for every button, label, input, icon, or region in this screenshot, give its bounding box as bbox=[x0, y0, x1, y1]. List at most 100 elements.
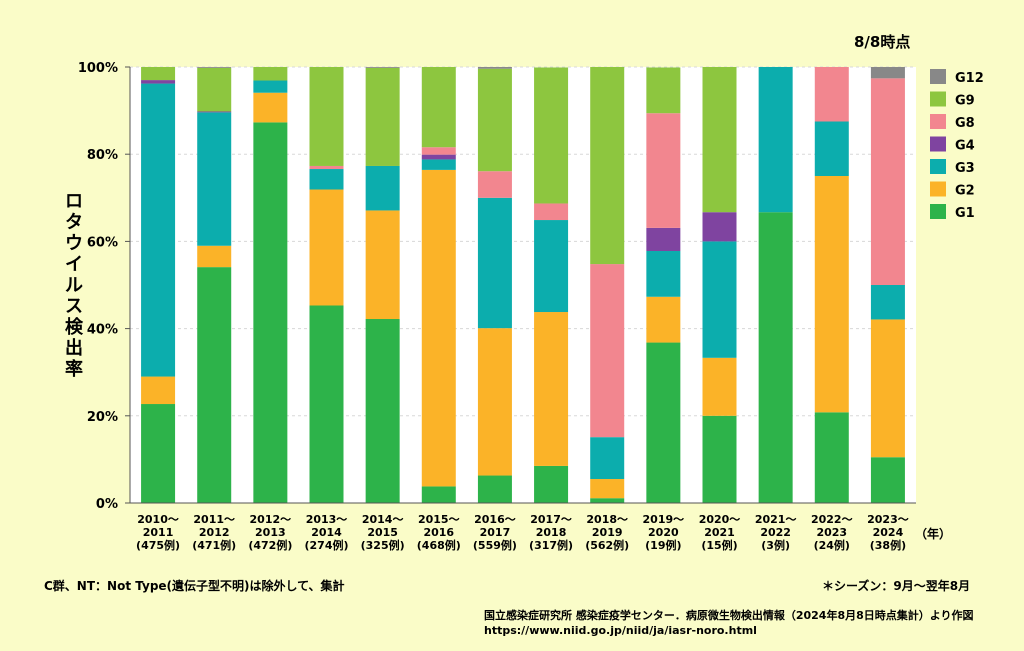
bar-segment-g8 bbox=[477, 171, 512, 198]
x-tick-label-line: (468例) bbox=[417, 538, 461, 552]
x-tick-label-line: 2012 bbox=[199, 526, 230, 539]
x-tick-label-line: 2014～ bbox=[362, 513, 404, 526]
x-tick-label-line: (562例) bbox=[585, 538, 629, 552]
bars bbox=[141, 67, 905, 504]
legend-label-g1: G1 bbox=[955, 206, 975, 221]
bar-segment-g1 bbox=[870, 457, 905, 503]
x-tick-label-line: 2012～ bbox=[250, 513, 292, 526]
bar-segment-g12 bbox=[365, 67, 400, 68]
x-tick-label-line: 2018～ bbox=[586, 513, 628, 526]
bar-segment-g4 bbox=[197, 111, 232, 113]
bar-segment-g2 bbox=[814, 176, 849, 413]
bar-segment-g3 bbox=[309, 169, 344, 190]
x-tick-label-line: 2019 bbox=[592, 526, 623, 539]
bar-segment-g9 bbox=[534, 67, 569, 204]
bar-segment-g3 bbox=[758, 67, 793, 213]
bar-segment-g1 bbox=[534, 465, 569, 503]
x-tick-label-line: 2017～ bbox=[530, 513, 572, 526]
x-tick-label-line: 2021 bbox=[704, 526, 735, 539]
x-tick-label: 2011～ 2012 (471例) bbox=[192, 513, 236, 552]
x-tick-label-line: 2015～ bbox=[418, 513, 460, 526]
legend-swatch-g8 bbox=[930, 114, 946, 129]
bar-segment-g4 bbox=[421, 154, 456, 160]
y-axis-label-char: ウ bbox=[65, 233, 83, 254]
x-tick-label: 2021～ 2022 (3例) bbox=[755, 513, 797, 552]
bar-segment-g2 bbox=[590, 479, 625, 499]
legend-swatch-g2 bbox=[930, 181, 946, 197]
bar-segment-g4 bbox=[702, 212, 737, 242]
y-axis-label-char: ル bbox=[65, 275, 83, 296]
y-axis-label-char: 検 bbox=[65, 316, 84, 338]
bar-segment-g1 bbox=[197, 267, 232, 503]
x-tick-label: 2013～ 2014 (274例) bbox=[304, 513, 348, 552]
y-tick-label: 100% bbox=[78, 61, 118, 76]
bar-segment-g2 bbox=[646, 296, 681, 343]
x-tick-label: 2010～ 2011 (475例) bbox=[136, 513, 180, 552]
bar-segment-g1 bbox=[253, 122, 288, 503]
x-tick-label: 2022～ 2023 (24例) bbox=[811, 513, 853, 552]
y-axis-label-char: ス bbox=[65, 296, 83, 317]
x-tick-labels: 2010～ 2011 (475例)2011～ 2012 (471例)2012～ 2013(… bbox=[136, 513, 909, 552]
bar-segment-g9 bbox=[702, 67, 737, 213]
bar-segment-g8 bbox=[309, 165, 344, 170]
source-url: https://www.niid.go.jp/niid/ja/iasr-noro… bbox=[484, 624, 757, 637]
exclusion-note: C群、NT：Not Type(遺伝子型不明)は除外して、集計 bbox=[44, 579, 345, 593]
x-tick-label: 2018～ 2019 (562例) bbox=[585, 513, 629, 552]
y-tick-labels: 0% 20% 40% 60% 80% 100% bbox=[78, 61, 118, 512]
y-axis-label-char: タ bbox=[65, 212, 83, 233]
x-tick-label-line: 2019～ bbox=[643, 513, 685, 526]
x-tick-label-line: (475例) bbox=[136, 538, 180, 552]
bar-segment-g1 bbox=[477, 475, 512, 503]
x-tick-label: 2017～ 2018 (317例) bbox=[529, 513, 573, 552]
y-axis-label-char: イ bbox=[65, 254, 83, 275]
x-tick-label-line: 2014 bbox=[311, 526, 342, 539]
x-tick-label-line: (19例) bbox=[645, 538, 681, 552]
legend-swatch-g12 bbox=[930, 69, 946, 84]
bar-segment-g4 bbox=[141, 80, 176, 84]
bar-segment-g3 bbox=[590, 437, 625, 480]
bar-segment-g9 bbox=[197, 67, 232, 112]
x-tick-label-line: 2023～ bbox=[867, 513, 909, 526]
bar-segment-g9 bbox=[365, 67, 400, 166]
x-tick-label-line: (325例) bbox=[361, 538, 405, 552]
x-tick-label-line: 2015 bbox=[367, 526, 398, 539]
x-tick-label-line: 2011 bbox=[143, 526, 174, 539]
bar-segment-g9 bbox=[421, 67, 456, 148]
legend-label-g4: G4 bbox=[955, 139, 975, 154]
legend-swatch-g1 bbox=[930, 204, 946, 219]
bar-segment-g8 bbox=[870, 78, 905, 285]
x-tick-label: 2020～ 2021 (15例) bbox=[699, 513, 741, 552]
bar-segment-g1 bbox=[646, 342, 681, 503]
bar-segment-g3 bbox=[253, 80, 288, 93]
y-tick-label: 0% bbox=[96, 497, 118, 512]
bar-segment-g2 bbox=[197, 245, 232, 268]
x-tick-label-line: 2010～ bbox=[137, 513, 179, 526]
bar-segment-g8 bbox=[814, 67, 849, 122]
bar-segment-g3 bbox=[870, 285, 905, 320]
x-tick-label-line: 2011～ bbox=[193, 513, 235, 526]
y-axis-label-char: ロ bbox=[65, 191, 83, 212]
bar-segment-g8 bbox=[534, 203, 569, 221]
bar-segment-g9 bbox=[590, 67, 625, 265]
y-tick-label: 60% bbox=[87, 235, 118, 250]
bar-segment-g2 bbox=[253, 92, 288, 123]
legend-label-g8: G8 bbox=[955, 116, 975, 131]
bar-segment-g8 bbox=[646, 113, 681, 228]
legend-label-g12: G12 bbox=[955, 71, 984, 86]
x-tick-label-line: (559例) bbox=[473, 538, 517, 552]
x-tick-label: 2016～ 2017 (559例) bbox=[473, 513, 517, 552]
x-tick-label: 2019～ 2020 (19例) bbox=[643, 513, 685, 552]
x-tick-label-line: (38例) bbox=[870, 538, 906, 552]
bar-segment-g1 bbox=[309, 305, 344, 503]
x-tick-label-line: (317例) bbox=[529, 538, 573, 552]
bar-segment-g3 bbox=[534, 220, 569, 313]
as-of-label: 8/8時点 bbox=[854, 33, 910, 51]
y-axis-label-char: 出 bbox=[65, 337, 83, 359]
season-note: ＊シーズン：9月～翌年8月 bbox=[822, 579, 971, 593]
y-tick-label: 40% bbox=[87, 323, 118, 338]
x-tick-label-line: 2021～ bbox=[755, 513, 797, 526]
bar-segment-g2 bbox=[702, 357, 737, 416]
source-note: 国立感染症研究所 感染症疫学センター．病原微生物検出情報（2024年8月8日時点… bbox=[484, 609, 974, 622]
bar-segment-g2 bbox=[309, 189, 344, 306]
x-tick-label-line: (274例) bbox=[304, 538, 348, 552]
